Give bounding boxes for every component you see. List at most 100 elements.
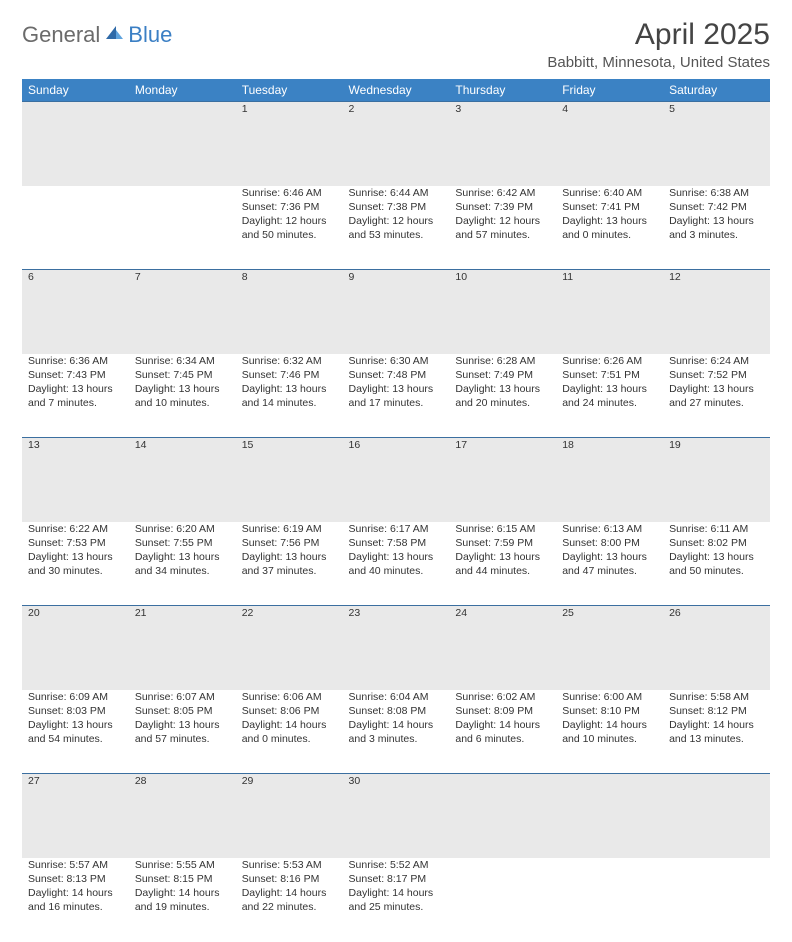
day-cell-line: and 50 minutes. bbox=[669, 564, 764, 578]
day-number: 3 bbox=[449, 102, 556, 186]
day-cell-line: and 0 minutes. bbox=[242, 732, 337, 746]
day-cell: Sunrise: 5:53 AMSunset: 8:16 PMDaylight:… bbox=[236, 858, 343, 942]
day-cell-line: Daylight: 14 hours bbox=[349, 886, 444, 900]
day-cell-line: Sunrise: 6:00 AM bbox=[562, 690, 657, 704]
day-cell-line: and 13 minutes. bbox=[669, 732, 764, 746]
day-cell-line: Sunset: 7:55 PM bbox=[135, 536, 230, 550]
day-cell-line: Daylight: 13 hours bbox=[349, 550, 444, 564]
day-cell-line: Sunrise: 5:53 AM bbox=[242, 858, 337, 872]
day-number: 13 bbox=[22, 438, 129, 522]
day-cell-line: and 37 minutes. bbox=[242, 564, 337, 578]
day-cell bbox=[129, 186, 236, 270]
day-number-row: 13141516171819 bbox=[22, 438, 770, 522]
day-cell-line: Daylight: 13 hours bbox=[669, 382, 764, 396]
day-number: 18 bbox=[556, 438, 663, 522]
day-cell: Sunrise: 6:40 AMSunset: 7:41 PMDaylight:… bbox=[556, 186, 663, 270]
day-cell-line: Sunrise: 6:34 AM bbox=[135, 354, 230, 368]
day-cell: Sunrise: 5:52 AMSunset: 8:17 PMDaylight:… bbox=[343, 858, 450, 942]
day-cell: Sunrise: 6:00 AMSunset: 8:10 PMDaylight:… bbox=[556, 690, 663, 774]
day-cell: Sunrise: 6:24 AMSunset: 7:52 PMDaylight:… bbox=[663, 354, 770, 438]
day-cell-line: and 24 minutes. bbox=[562, 396, 657, 410]
day-cell: Sunrise: 6:26 AMSunset: 7:51 PMDaylight:… bbox=[556, 354, 663, 438]
day-header: Tuesday bbox=[236, 79, 343, 102]
day-cell-line: and 0 minutes. bbox=[562, 228, 657, 242]
day-cell-line: Sunset: 8:06 PM bbox=[242, 704, 337, 718]
day-cell-line: Sunrise: 6:32 AM bbox=[242, 354, 337, 368]
day-cell: Sunrise: 6:20 AMSunset: 7:55 PMDaylight:… bbox=[129, 522, 236, 606]
day-cell-line: Sunset: 7:46 PM bbox=[242, 368, 337, 382]
day-cell-line: Sunrise: 6:42 AM bbox=[455, 186, 550, 200]
day-cell-line: and 57 minutes. bbox=[455, 228, 550, 242]
day-cell-line: Sunset: 8:15 PM bbox=[135, 872, 230, 886]
day-header: Sunday bbox=[22, 79, 129, 102]
day-cell-line: Daylight: 14 hours bbox=[242, 718, 337, 732]
day-cell-line: and 50 minutes. bbox=[242, 228, 337, 242]
day-cell-line: and 25 minutes. bbox=[349, 900, 444, 914]
day-cell: Sunrise: 6:19 AMSunset: 7:56 PMDaylight:… bbox=[236, 522, 343, 606]
day-number: 2 bbox=[343, 102, 450, 186]
day-cell-line: Sunrise: 5:55 AM bbox=[135, 858, 230, 872]
day-cell-line: Daylight: 13 hours bbox=[242, 382, 337, 396]
day-cell-line: Sunset: 7:41 PM bbox=[562, 200, 657, 214]
day-cell-line: Sunset: 7:58 PM bbox=[349, 536, 444, 550]
day-number: 15 bbox=[236, 438, 343, 522]
day-content-row: Sunrise: 6:46 AMSunset: 7:36 PMDaylight:… bbox=[22, 186, 770, 270]
day-cell-line: Sunset: 7:38 PM bbox=[349, 200, 444, 214]
day-cell-line: Sunrise: 6:09 AM bbox=[28, 690, 123, 704]
day-cell-line: Sunrise: 6:19 AM bbox=[242, 522, 337, 536]
day-cell-line: Daylight: 13 hours bbox=[562, 550, 657, 564]
day-cell-line: and 10 minutes. bbox=[135, 396, 230, 410]
month-title: April 2025 bbox=[547, 18, 770, 52]
day-cell-line: Sunset: 7:56 PM bbox=[242, 536, 337, 550]
day-cell-line: Daylight: 13 hours bbox=[669, 550, 764, 564]
day-cell: Sunrise: 6:34 AMSunset: 7:45 PMDaylight:… bbox=[129, 354, 236, 438]
day-cell: Sunrise: 6:02 AMSunset: 8:09 PMDaylight:… bbox=[449, 690, 556, 774]
day-cell-line: and 19 minutes. bbox=[135, 900, 230, 914]
day-cell: Sunrise: 5:55 AMSunset: 8:15 PMDaylight:… bbox=[129, 858, 236, 942]
day-cell-line: and 6 minutes. bbox=[455, 732, 550, 746]
day-cell-line: Sunset: 7:59 PM bbox=[455, 536, 550, 550]
day-cell-line: Sunset: 8:00 PM bbox=[562, 536, 657, 550]
day-cell: Sunrise: 6:44 AMSunset: 7:38 PMDaylight:… bbox=[343, 186, 450, 270]
logo-text-general: General bbox=[22, 22, 100, 48]
day-cell-line: Sunrise: 6:26 AM bbox=[562, 354, 657, 368]
day-cell-line: and 7 minutes. bbox=[28, 396, 123, 410]
day-cell-line: Sunrise: 6:06 AM bbox=[242, 690, 337, 704]
day-cell-line: Sunrise: 6:20 AM bbox=[135, 522, 230, 536]
day-cell: Sunrise: 6:46 AMSunset: 7:36 PMDaylight:… bbox=[236, 186, 343, 270]
day-number bbox=[556, 774, 663, 858]
day-cell-line: Daylight: 13 hours bbox=[135, 550, 230, 564]
day-cell-line: Sunset: 7:51 PM bbox=[562, 368, 657, 382]
day-number bbox=[663, 774, 770, 858]
day-cell: Sunrise: 6:28 AMSunset: 7:49 PMDaylight:… bbox=[449, 354, 556, 438]
day-cell-line: and 47 minutes. bbox=[562, 564, 657, 578]
day-number: 8 bbox=[236, 270, 343, 354]
day-cell-line: Daylight: 14 hours bbox=[135, 886, 230, 900]
day-cell-line: Daylight: 13 hours bbox=[28, 382, 123, 396]
day-cell bbox=[22, 186, 129, 270]
day-cell: Sunrise: 6:11 AMSunset: 8:02 PMDaylight:… bbox=[663, 522, 770, 606]
day-cell-line: and 14 minutes. bbox=[242, 396, 337, 410]
day-cell-line: Sunrise: 6:38 AM bbox=[669, 186, 764, 200]
day-cell-line: Daylight: 13 hours bbox=[455, 550, 550, 564]
day-number: 30 bbox=[343, 774, 450, 858]
day-number: 23 bbox=[343, 606, 450, 690]
day-cell-line: Daylight: 13 hours bbox=[135, 382, 230, 396]
day-cell-line: Daylight: 14 hours bbox=[562, 718, 657, 732]
day-number: 4 bbox=[556, 102, 663, 186]
day-number: 9 bbox=[343, 270, 450, 354]
day-number: 12 bbox=[663, 270, 770, 354]
day-cell-line: Daylight: 14 hours bbox=[28, 886, 123, 900]
calendar-table: Sunday Monday Tuesday Wednesday Thursday… bbox=[22, 79, 770, 942]
day-cell-line: Sunrise: 6:11 AM bbox=[669, 522, 764, 536]
day-cell-line: and 17 minutes. bbox=[349, 396, 444, 410]
day-cell-line: Daylight: 14 hours bbox=[349, 718, 444, 732]
day-content-row: Sunrise: 6:22 AMSunset: 7:53 PMDaylight:… bbox=[22, 522, 770, 606]
day-cell-line: Daylight: 13 hours bbox=[28, 718, 123, 732]
day-cell-line: and 22 minutes. bbox=[242, 900, 337, 914]
day-number: 19 bbox=[663, 438, 770, 522]
calendar-body: 12345Sunrise: 6:46 AMSunset: 7:36 PMDayl… bbox=[22, 102, 770, 942]
day-cell bbox=[449, 858, 556, 942]
day-number: 6 bbox=[22, 270, 129, 354]
day-cell-line: Sunset: 8:09 PM bbox=[455, 704, 550, 718]
